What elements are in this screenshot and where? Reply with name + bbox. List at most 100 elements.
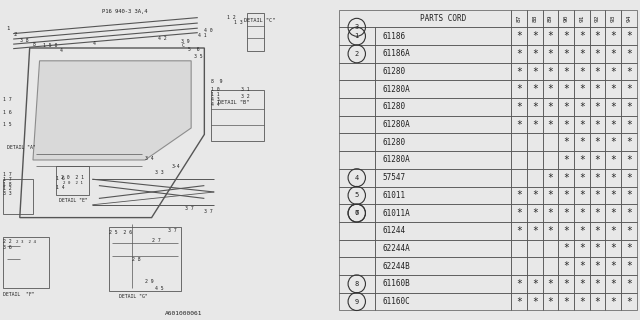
Bar: [374, 151, 511, 169]
Text: 2: 2: [355, 51, 359, 57]
Text: 61160B: 61160B: [382, 279, 410, 288]
Bar: [374, 257, 511, 275]
Text: *: *: [516, 84, 522, 94]
Bar: [374, 27, 511, 45]
Bar: [374, 240, 511, 257]
Bar: [511, 204, 527, 222]
Text: 5: 5: [355, 192, 359, 198]
Bar: [543, 27, 558, 45]
Text: *: *: [579, 137, 585, 147]
Text: 92: 92: [595, 15, 600, 22]
Text: 7: 7: [355, 210, 359, 216]
Text: 61011: 61011: [382, 191, 406, 200]
Bar: [511, 116, 527, 133]
Text: 3 4: 3 4: [145, 156, 154, 161]
Bar: [527, 116, 543, 133]
Text: *: *: [516, 208, 522, 218]
Text: 1: 1: [355, 33, 359, 39]
Text: 2 3  2 4: 2 3 2 4: [17, 240, 36, 244]
Bar: [527, 133, 543, 151]
Bar: [527, 187, 543, 204]
Bar: [543, 222, 558, 240]
Bar: [543, 80, 558, 98]
Bar: [339, 222, 374, 240]
Text: *: *: [563, 120, 569, 130]
Bar: [543, 240, 558, 257]
Bar: [574, 187, 589, 204]
Text: *: *: [579, 84, 585, 94]
Bar: [589, 257, 605, 275]
Text: 2 0  2 1: 2 0 2 1: [61, 175, 84, 180]
Text: *: *: [595, 120, 600, 130]
Text: *: *: [563, 31, 569, 41]
Text: 4 3: 4 3: [211, 97, 220, 102]
Text: 6: 6: [355, 210, 359, 216]
Bar: [527, 98, 543, 116]
Bar: [543, 133, 558, 151]
Text: *: *: [548, 279, 554, 289]
Bar: [574, 151, 589, 169]
Text: *: *: [579, 279, 585, 289]
Text: *: *: [611, 297, 616, 307]
Bar: [511, 240, 527, 257]
Text: *: *: [595, 279, 600, 289]
Text: *: *: [563, 244, 569, 253]
Text: *: *: [579, 49, 585, 59]
Bar: [339, 151, 374, 169]
Bar: [605, 116, 621, 133]
Text: 1 7: 1 7: [3, 177, 12, 182]
Bar: [527, 80, 543, 98]
Bar: [589, 187, 605, 204]
Text: 1 7: 1 7: [3, 97, 12, 102]
Text: 4: 4: [92, 41, 95, 46]
Text: *: *: [563, 261, 569, 271]
Bar: [527, 151, 543, 169]
Bar: [574, 98, 589, 116]
Text: 4 2: 4 2: [158, 36, 167, 41]
Text: *: *: [611, 31, 616, 41]
Text: *: *: [579, 297, 585, 307]
Bar: [527, 257, 543, 275]
Text: 2 5  2 6: 2 5 2 6: [109, 229, 132, 235]
Text: DETAIL "B": DETAIL "B": [218, 100, 249, 105]
Text: *: *: [579, 244, 585, 253]
Bar: [589, 98, 605, 116]
Bar: [621, 204, 637, 222]
Text: 8: 8: [355, 281, 359, 287]
Text: 61280: 61280: [382, 67, 406, 76]
Text: *: *: [611, 67, 616, 76]
Text: 1 1: 1 1: [211, 92, 220, 97]
Bar: [589, 293, 605, 310]
Text: *: *: [548, 173, 554, 183]
Text: 4 5: 4 5: [155, 285, 164, 291]
Bar: [605, 204, 621, 222]
Text: *: *: [532, 208, 538, 218]
Text: PARTS CORD: PARTS CORD: [420, 14, 466, 23]
Bar: [589, 45, 605, 63]
Bar: [374, 45, 511, 63]
Text: *: *: [626, 279, 632, 289]
Text: *: *: [611, 226, 616, 236]
Text: *: *: [532, 279, 538, 289]
Bar: [211, 90, 264, 141]
Text: *: *: [548, 120, 554, 130]
Bar: [527, 169, 543, 187]
Bar: [589, 169, 605, 187]
Text: 3 2: 3 2: [241, 93, 249, 99]
Text: 4: 4: [60, 48, 62, 53]
Bar: [527, 293, 543, 310]
Bar: [339, 187, 374, 204]
Bar: [621, 45, 637, 63]
Bar: [543, 293, 558, 310]
Bar: [558, 116, 574, 133]
Text: *: *: [626, 297, 632, 307]
Bar: [374, 116, 511, 133]
Bar: [339, 275, 374, 293]
Text: 9: 9: [355, 299, 359, 305]
Bar: [621, 10, 637, 27]
Text: *: *: [579, 208, 585, 218]
Bar: [589, 133, 605, 151]
Bar: [558, 222, 574, 240]
Text: *: *: [595, 102, 600, 112]
Bar: [543, 116, 558, 133]
